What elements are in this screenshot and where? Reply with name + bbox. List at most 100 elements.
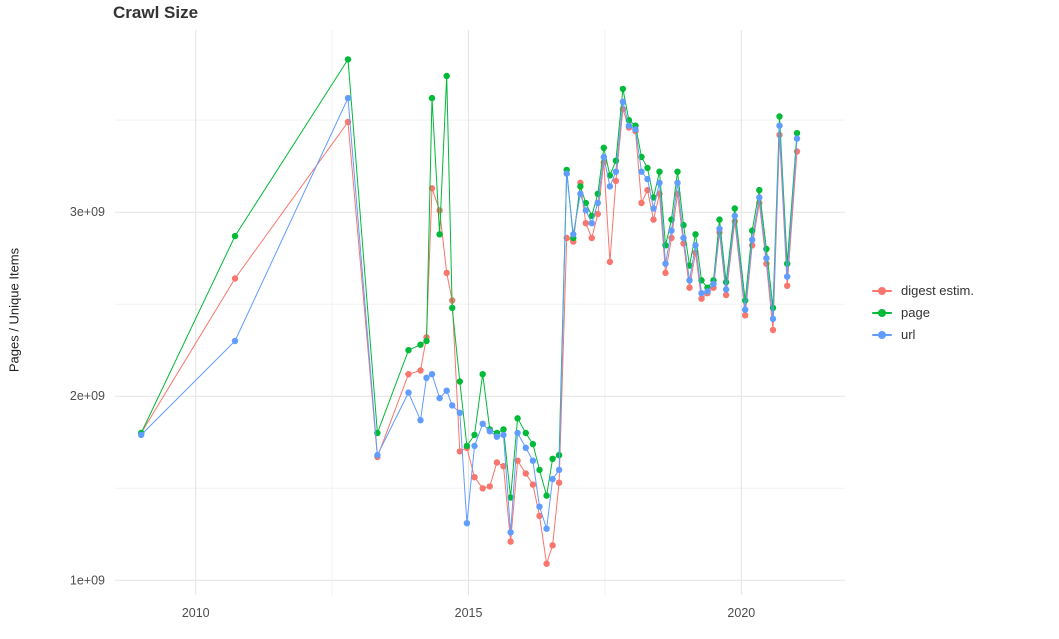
data-point-page bbox=[668, 216, 675, 223]
series-line-digest-estim bbox=[140, 108, 798, 564]
data-point-url bbox=[692, 242, 699, 249]
data-point-page bbox=[507, 494, 514, 501]
data-point-page bbox=[231, 232, 239, 240]
data-point-page bbox=[644, 164, 651, 172]
data-point-url bbox=[449, 402, 456, 409]
data-point-url bbox=[600, 153, 607, 161]
data-point-page bbox=[405, 347, 412, 354]
data-point-url bbox=[784, 273, 791, 280]
data-point-page bbox=[577, 183, 584, 190]
data-point-url bbox=[656, 179, 663, 186]
data-point-url bbox=[536, 503, 543, 510]
data-point-url bbox=[493, 433, 501, 440]
data-point-digest-estim bbox=[479, 485, 486, 492]
data-point-digest-estim bbox=[493, 459, 501, 466]
data-point-url bbox=[698, 290, 705, 297]
x-tick-label: 2010 bbox=[182, 606, 210, 620]
data-point-digest-estim bbox=[662, 269, 669, 277]
data-point-url bbox=[417, 417, 424, 424]
data-point-page bbox=[619, 85, 627, 93]
data-point-url bbox=[138, 431, 145, 439]
data-point-url bbox=[563, 170, 570, 177]
data-point-url bbox=[436, 394, 443, 402]
data-point-page bbox=[522, 429, 529, 437]
legend-dot-icon bbox=[878, 286, 886, 295]
data-point-url bbox=[710, 280, 717, 288]
data-point-digest-estim bbox=[722, 291, 730, 299]
data-point-digest-estim bbox=[536, 512, 543, 520]
data-point-digest-estim bbox=[543, 560, 550, 567]
data-point-page bbox=[776, 113, 783, 120]
data-point-url bbox=[606, 183, 614, 190]
legend-item-digest-estim: digest estim. bbox=[872, 283, 974, 298]
data-point-page bbox=[449, 304, 456, 312]
legend-key-url-icon bbox=[872, 328, 892, 342]
x-tick-label: 2015 bbox=[455, 606, 483, 620]
data-point-digest-estim bbox=[443, 269, 450, 277]
data-point-page bbox=[423, 337, 430, 345]
data-point-url bbox=[722, 286, 730, 293]
legend-dot-icon bbox=[878, 308, 886, 317]
data-point-url bbox=[793, 135, 801, 142]
data-point-url bbox=[612, 168, 620, 175]
data-point-url bbox=[423, 374, 430, 381]
legend-key-page-icon bbox=[872, 306, 892, 320]
data-point-digest-estim bbox=[417, 367, 424, 374]
data-point-page bbox=[536, 466, 543, 474]
data-point-url bbox=[514, 429, 521, 437]
data-point-url bbox=[463, 520, 471, 527]
data-point-url bbox=[625, 122, 633, 129]
data-point-url bbox=[650, 205, 657, 212]
data-point-page bbox=[662, 242, 669, 249]
data-point-page bbox=[479, 371, 486, 378]
data-point-page bbox=[514, 415, 521, 422]
y-tick-label: 2e+09 bbox=[70, 389, 105, 403]
data-point-url bbox=[644, 175, 651, 183]
legend-dot-icon bbox=[878, 330, 886, 339]
data-point-url bbox=[405, 389, 412, 396]
data-point-page bbox=[784, 260, 791, 267]
data-point-url bbox=[619, 98, 627, 106]
data-point-page bbox=[763, 245, 770, 253]
data-point-page bbox=[428, 94, 436, 102]
data-point-digest-estim bbox=[793, 148, 801, 155]
data-point-page bbox=[600, 144, 607, 151]
data-point-page bbox=[722, 278, 730, 286]
y-tick-label: 1e+09 bbox=[70, 573, 105, 587]
data-point-url bbox=[716, 225, 723, 232]
data-point-digest-estim bbox=[549, 542, 556, 549]
data-point-page bbox=[793, 129, 801, 137]
data-point-url bbox=[577, 190, 584, 197]
y-tick-label: 3e+09 bbox=[70, 205, 105, 219]
data-point-url bbox=[769, 315, 777, 323]
data-point-page bbox=[656, 168, 663, 175]
data-point-digest-estim bbox=[606, 258, 614, 266]
data-point-page bbox=[692, 231, 699, 238]
data-point-page bbox=[471, 431, 478, 439]
data-point-url bbox=[570, 231, 577, 238]
data-point-digest-estim bbox=[612, 177, 620, 185]
data-point-page bbox=[674, 168, 681, 175]
data-point-url bbox=[680, 234, 687, 242]
data-point-page bbox=[680, 221, 687, 229]
data-point-page bbox=[529, 440, 537, 448]
data-point-url bbox=[638, 168, 645, 175]
data-point-digest-estim bbox=[456, 448, 463, 455]
legend-label-url: url bbox=[901, 327, 916, 342]
data-point-page bbox=[344, 56, 352, 63]
data-point-digest-estim bbox=[698, 295, 705, 302]
legend-item-page: page bbox=[872, 305, 974, 320]
data-point-page bbox=[742, 297, 749, 304]
data-point-url bbox=[674, 179, 681, 186]
data-point-url bbox=[588, 220, 595, 227]
data-point-url bbox=[594, 199, 601, 207]
data-point-digest-estim bbox=[742, 312, 749, 319]
data-point-url bbox=[456, 409, 463, 416]
data-point-digest-estim bbox=[405, 371, 412, 378]
data-point-page bbox=[417, 341, 424, 348]
legend-key-digest-estim-icon bbox=[872, 284, 892, 298]
data-point-page bbox=[500, 426, 507, 433]
data-point-page bbox=[436, 231, 443, 238]
